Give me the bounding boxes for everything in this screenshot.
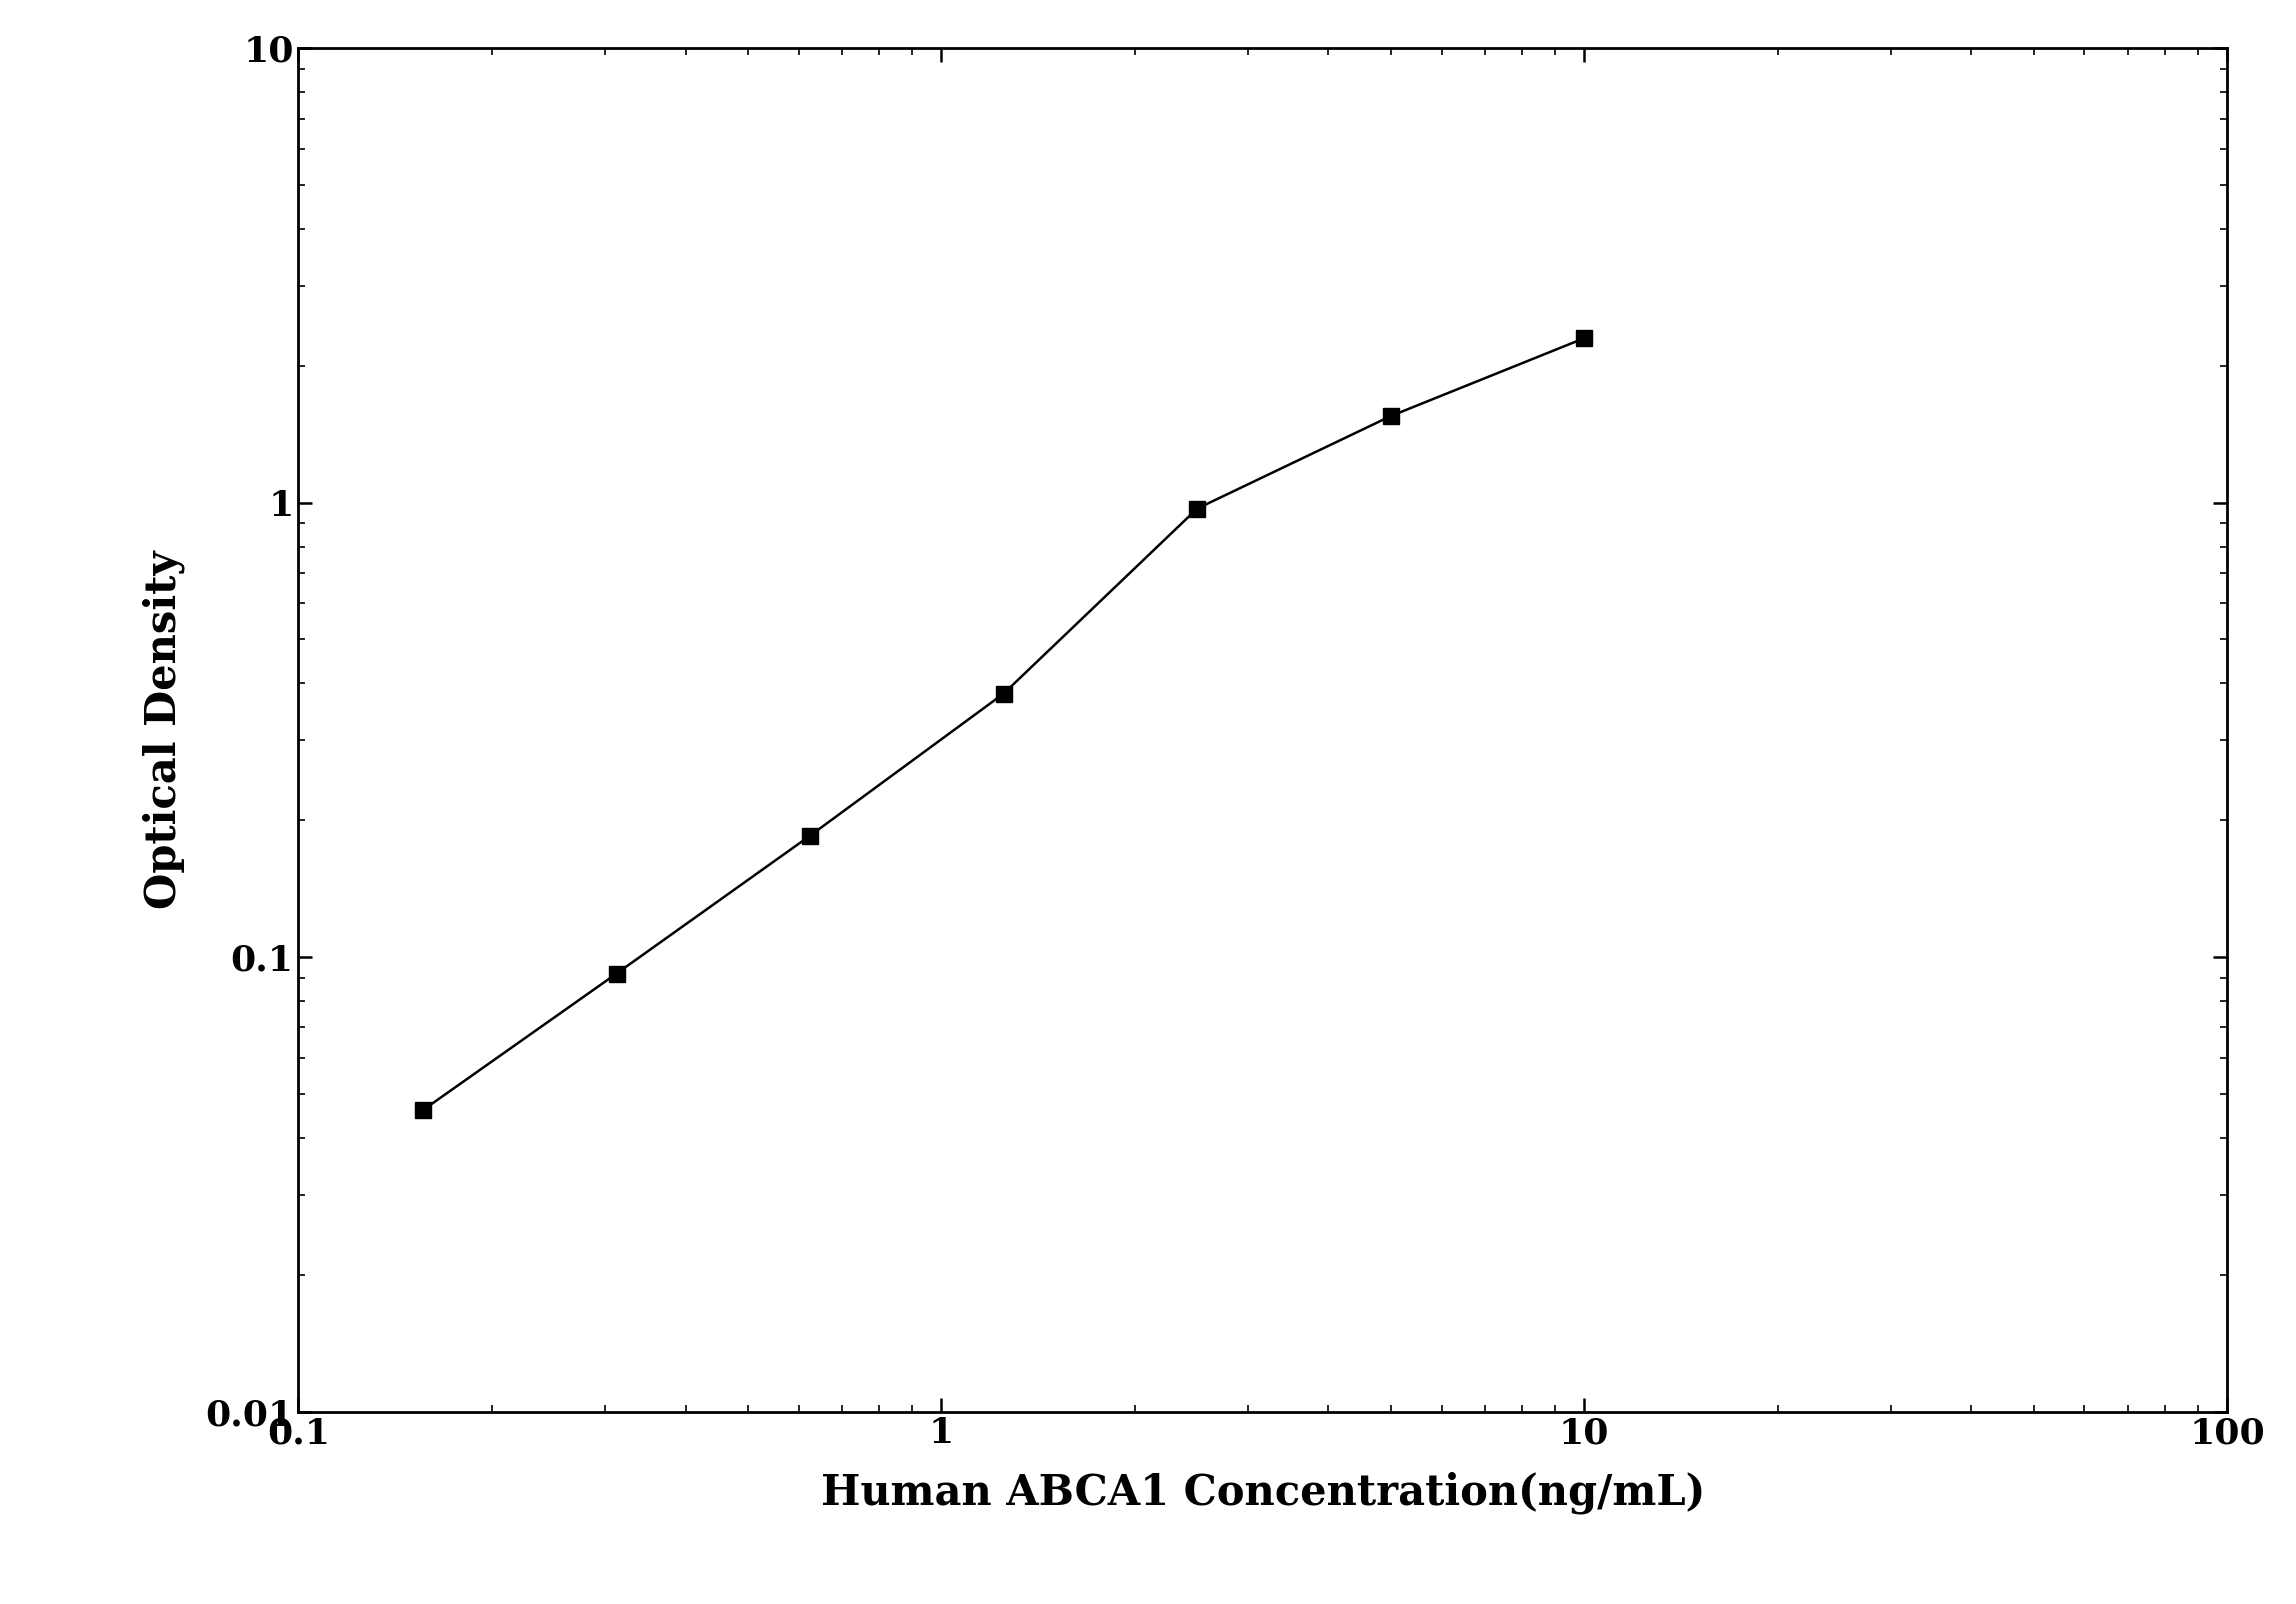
X-axis label: Human ABCA1 Concentration(ng/mL): Human ABCA1 Concentration(ng/mL): [820, 1471, 1706, 1514]
Y-axis label: Optical Density: Optical Density: [142, 550, 184, 909]
